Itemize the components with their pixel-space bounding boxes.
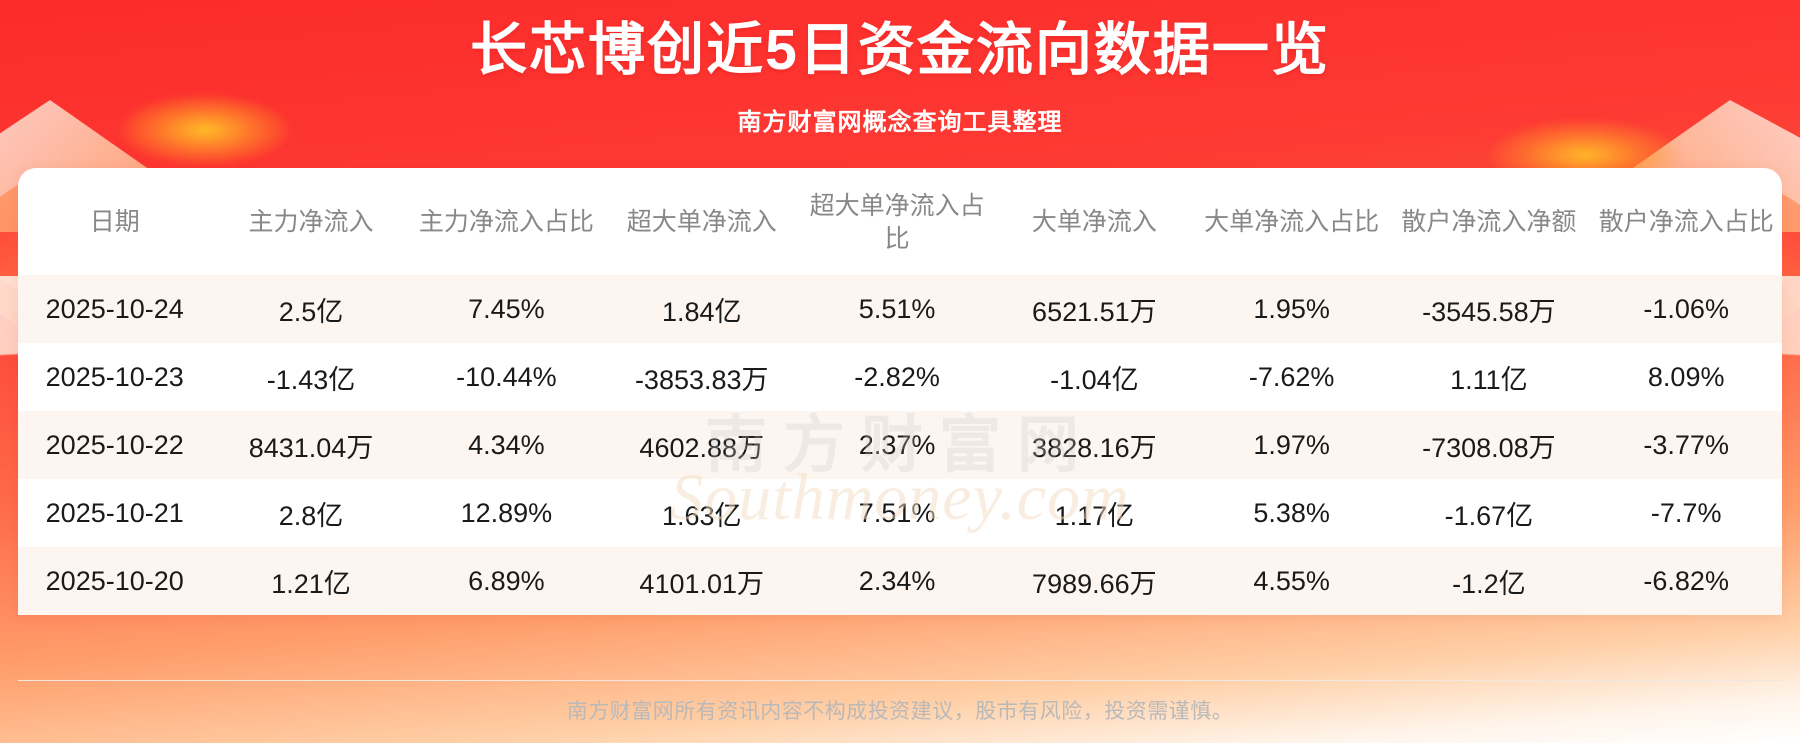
cell-extra-large-net-inflow-ratio: 7.51% — [858, 497, 936, 528]
footer-disclaimer: 南方财富网所有资讯内容不构成投资建议，股市有风险，投资需谨慎。 — [566, 700, 1234, 723]
cell-retail-net-inflow-ratio: -7.7% — [1650, 497, 1722, 528]
table-head: 日期 主力净流入 主力净流入占比 超大单净流入 超大单净流入占比 大单净流入 大… — [18, 168, 1782, 275]
cell-extra-large-net-inflow-ratio: 2.34% — [858, 565, 936, 596]
table-row: 2025-10-21 2.8亿 12.89% 1.63亿 7.51% 1.17亿… — [18, 479, 1782, 547]
table-row: 2025-10-22 8431.04万 4.34% 4602.88万 2.37%… — [18, 411, 1782, 479]
page-subtitle: 南方财富网概念查询工具整理 — [737, 108, 1063, 136]
cell-main-net-inflow-ratio: 4.34% — [468, 429, 545, 460]
cell-extra-large-net-inflow: -3853.83万 — [634, 364, 769, 395]
cell-retail-net-inflow-ratio: -6.82% — [1643, 565, 1729, 596]
column-header-extra-large-net-inflow: 超大单净流入 — [626, 208, 777, 237]
cell-main-net-inflow: -1.43亿 — [266, 364, 356, 395]
column-header-large-net-inflow-ratio: 大单净流入占比 — [1204, 208, 1380, 237]
cell-main-net-inflow: 2.5亿 — [278, 296, 344, 327]
cell-date: 2025-10-23 — [45, 361, 184, 392]
fund-flow-table: 日期 主力净流入 主力净流入占比 超大单净流入 超大单净流入占比 大单净流入 大… — [18, 168, 1782, 615]
table-row: 2025-10-20 1.21亿 6.89% 4101.01万 2.34% 79… — [18, 547, 1782, 615]
column-header-retail-net-inflow-ratio: 散户净流入占比 — [1598, 208, 1774, 237]
cell-extra-large-net-inflow: 4101.01万 — [639, 568, 765, 599]
column-header-retail-net-inflow-amount: 散户净流入净额 — [1401, 208, 1577, 237]
cell-extra-large-net-inflow: 1.63亿 — [661, 500, 742, 531]
cell-extra-large-net-inflow: 4602.88万 — [639, 432, 765, 463]
cell-main-net-inflow: 1.21亿 — [271, 568, 351, 599]
cell-retail-net-inflow-amount: -7308.08万 — [1422, 432, 1556, 463]
cell-retail-net-inflow-amount: -3545.58万 — [1422, 296, 1556, 327]
cell-main-net-inflow-ratio: -10.44% — [456, 361, 557, 392]
cell-large-net-inflow-ratio: 1.97% — [1253, 429, 1330, 460]
cell-large-net-inflow: 3828.16万 — [1032, 432, 1157, 463]
cell-retail-net-inflow-amount: 1.11亿 — [1450, 364, 1528, 395]
cell-date: 2025-10-22 — [45, 429, 184, 460]
header: 长芯博创近5日资金流向数据一览 南方财富网概念查询工具整理 — [0, 0, 1800, 137]
cell-large-net-inflow-ratio: 5.38% — [1253, 497, 1330, 528]
table-header-row: 日期 主力净流入 主力净流入占比 超大单净流入 超大单净流入占比 大单净流入 大… — [18, 168, 1782, 275]
page-title: 长芯博创近5日资金流向数据一览 — [470, 18, 1330, 82]
cell-main-net-inflow: 2.8亿 — [278, 500, 344, 531]
cell-large-net-inflow: 7989.66万 — [1032, 568, 1157, 599]
cell-large-net-inflow: -1.04亿 — [1050, 364, 1139, 395]
table-row: 2025-10-23 -1.43亿 -10.44% -3853.83万 -2.8… — [18, 343, 1782, 411]
cell-extra-large-net-inflow-ratio: 5.51% — [858, 293, 936, 324]
cell-retail-net-inflow-amount: -1.2亿 — [1452, 568, 1526, 599]
cell-extra-large-net-inflow-ratio: 2.37% — [858, 429, 936, 460]
column-header-date: 日期 — [89, 208, 140, 237]
cell-date: 2025-10-20 — [45, 565, 184, 596]
cell-date: 2025-10-21 — [45, 497, 184, 528]
cell-main-net-inflow-ratio: 7.45% — [468, 293, 545, 324]
cell-extra-large-net-inflow-ratio: -2.82% — [854, 361, 940, 392]
cell-main-net-inflow: 8431.04万 — [248, 432, 374, 463]
cell-large-net-inflow: 6521.51万 — [1032, 296, 1157, 327]
column-header-main-net-inflow: 主力净流入 — [248, 208, 374, 237]
cell-large-net-inflow: 1.17亿 — [1054, 500, 1135, 531]
column-header-extra-large-net-inflow-ratio: 超大单净流入占比 — [809, 192, 985, 253]
cell-retail-net-inflow-amount: -1.67亿 — [1444, 500, 1534, 531]
column-header-large-net-inflow: 大单净流入 — [1031, 208, 1157, 237]
cell-retail-net-inflow-ratio: -3.77% — [1643, 429, 1729, 460]
cell-retail-net-inflow-ratio: -1.06% — [1643, 293, 1729, 324]
table-row: 2025-10-24 2.5亿 7.45% 1.84亿 5.51% 6521.5… — [18, 275, 1782, 343]
cell-main-net-inflow-ratio: 6.89% — [468, 565, 545, 596]
cell-large-net-inflow-ratio: 1.95% — [1253, 293, 1330, 324]
cell-main-net-inflow-ratio: 12.89% — [460, 497, 553, 528]
footer-divider — [18, 680, 1782, 681]
cell-date: 2025-10-24 — [45, 293, 184, 324]
column-header-main-net-inflow-ratio: 主力净流入占比 — [418, 208, 594, 237]
cell-large-net-inflow-ratio: -7.62% — [1248, 361, 1335, 392]
table-body: 2025-10-24 2.5亿 7.45% 1.84亿 5.51% 6521.5… — [18, 275, 1782, 615]
data-card: 日期 主力净流入 主力净流入占比 超大单净流入 超大单净流入占比 大单净流入 大… — [18, 168, 1782, 615]
cell-retail-net-inflow-ratio: 8.09% — [1647, 361, 1725, 392]
cell-large-net-inflow-ratio: 4.55% — [1253, 565, 1330, 596]
cell-extra-large-net-inflow: 1.84亿 — [661, 296, 742, 327]
